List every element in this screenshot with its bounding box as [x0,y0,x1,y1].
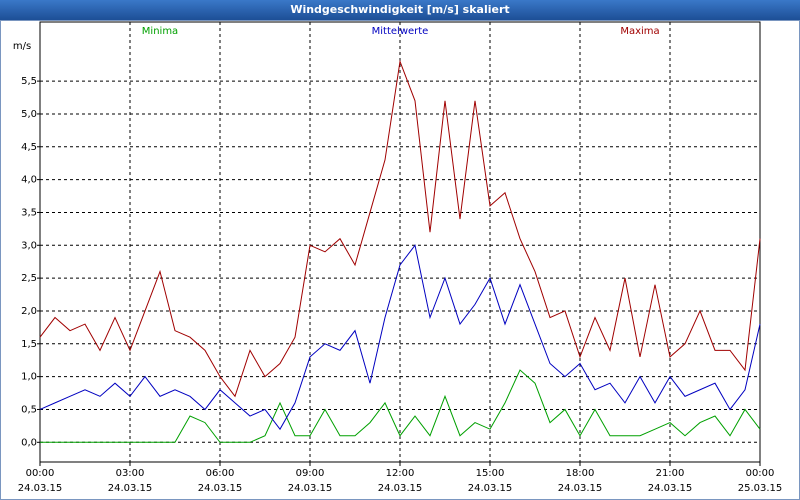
y-tick-label: 2,0 [21,306,37,317]
y-tick-label: 2,5 [21,273,37,284]
chart-title: Windgeschwindigkeit [m/s] skaliert [0,0,800,20]
y-tick-label: 4,5 [21,142,37,153]
x-tick-label: 09:00 24.03.15 [287,468,333,494]
y-axis-label: m/s [13,41,31,52]
y-tick-label: 5,0 [21,109,37,120]
legend-label: Maxima [620,26,659,37]
y-tick-label: 4,0 [21,175,37,186]
x-tick-label: 21:00 24.03.15 [647,468,693,494]
window-border [0,20,800,500]
y-tick-label: 0,0 [21,437,37,448]
y-tick-label: 5,5 [21,76,37,87]
x-tick-label: 00:00 24.03.15 [17,468,63,494]
series-line [39,244,761,431]
series-line [40,369,761,443]
y-tick-label: 3,0 [21,240,37,251]
legend-label: Mittelwerte [372,26,429,37]
x-tick-label: 15:00 24.03.15 [467,468,513,494]
legend-label: Minima [142,26,178,37]
y-tick-label: 1,5 [21,339,37,350]
x-tick-label: 03:00 24.03.15 [107,468,153,494]
x-tick-label: 12:00 24.03.15 [377,468,423,494]
x-tick-label: 06:00 24.03.15 [197,468,243,494]
series-line [39,59,761,398]
x-tick-label: 18:00 24.03.15 [557,468,603,494]
y-tick-label: 1,0 [21,372,37,383]
x-tick-label: 00:00 25.03.15 [737,468,783,494]
y-tick-label: 0,5 [21,404,37,415]
y-tick-label: 3,5 [21,207,37,218]
